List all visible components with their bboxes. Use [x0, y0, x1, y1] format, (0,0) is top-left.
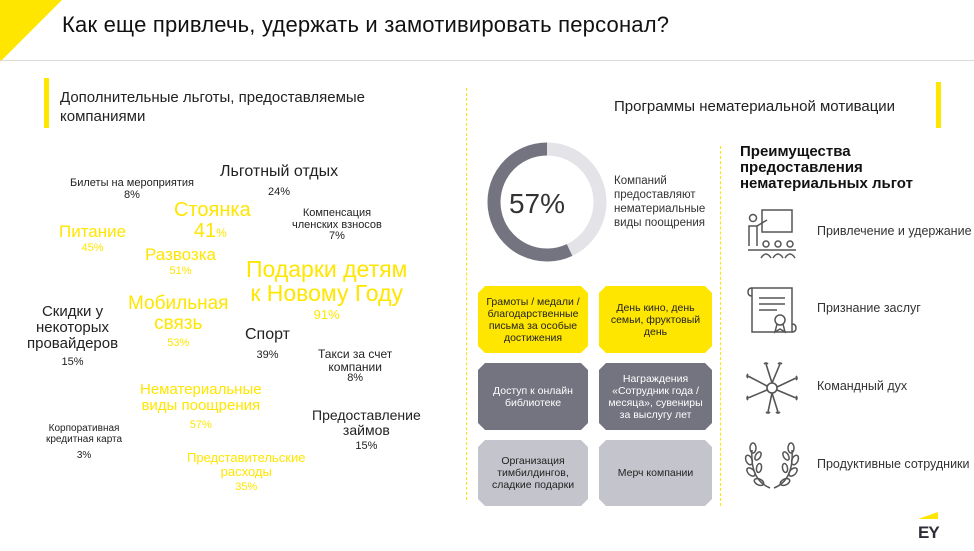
laurel-wreath-icon — [744, 442, 800, 489]
right-section-title: Преимущества предоставления нематериальн… — [740, 143, 913, 192]
benefit-parking: Стоянка 41% — [174, 199, 251, 242]
tile-online-library: Доступ к онлайн библиотеке — [478, 363, 588, 430]
left-section-title: Дополнительные льготы, предоставляемые к… — [60, 89, 366, 125]
left-section-bar — [44, 78, 49, 128]
section-divider-left — [466, 88, 467, 500]
certificate-icon — [747, 287, 797, 334]
section-divider-right — [720, 146, 721, 506]
donut-chart: 57% — [487, 142, 607, 262]
tile-merch: Мерч компании — [599, 440, 712, 506]
advantage-productive: Продуктивные сотрудники — [817, 457, 970, 471]
middle-section-bar — [936, 82, 941, 128]
benefit-tickets: Билеты на мероприятия 8% — [70, 177, 195, 201]
page-title: Как еще привлечь, удержать и замотивиров… — [62, 12, 670, 37]
header-divider — [0, 60, 974, 61]
benefit-sport: Спорт 39% — [245, 326, 290, 361]
advantage-attraction: Привлечение и удержание — [817, 224, 972, 238]
donut-value-arc — [487, 142, 573, 262]
benefit-vacation: Льготный отдых 24% — [220, 163, 339, 198]
donut-label: 57% — [509, 188, 565, 219]
benefit-loans: Предоставление займов 15% — [312, 407, 421, 453]
benefit-provider-discounts: Скидки у некоторых провайдеров 15% — [27, 303, 119, 369]
middle-section-title: Программы нематериальной мотивации — [614, 98, 896, 115]
corner-accent — [0, 0, 62, 62]
donut-caption: Компаний предоставляют нематериальные ви… — [614, 175, 706, 229]
benefit-mobile: Мобильная связь 53% — [128, 293, 229, 349]
benefit-kids-gifts: Подарки детям к Новому Году 91% — [246, 256, 408, 323]
benefit-representation: Представительские расходы 35% — [187, 450, 306, 494]
benefit-nonmaterial: Нематериальные виды поощрения 57% — [140, 381, 262, 431]
logo-mark — [918, 512, 938, 519]
tile-theme-days: День кино, день семьи, фруктовый день — [599, 286, 712, 353]
tile-certificates: Грамоты / медали / благодарственные письма… — [478, 286, 588, 353]
benefit-food: Питание 45% — [59, 222, 127, 254]
tile-awards: Награждения «Сотрудник года / месяца», сув… — [599, 363, 712, 430]
team-hands-icon — [746, 362, 798, 414]
presentation-icon — [748, 209, 796, 259]
ey-logo: EY — [918, 523, 940, 542]
advantage-team-spirit: Командный дух — [817, 379, 908, 393]
benefit-taxi: Такси за счет компании 8% — [318, 347, 393, 385]
advantage-recognition: Признание заслуг — [817, 301, 921, 315]
tile-teambuilding: Организация тимбилдингов, сладкие подарки — [478, 440, 588, 506]
benefit-membership-fees: Компенсация членских взносов 7% — [292, 207, 382, 243]
benefit-shuttle: Развозка 51% — [145, 245, 216, 277]
benefit-corporate-card: Корпоративная кредитная карта 3% — [46, 423, 123, 461]
